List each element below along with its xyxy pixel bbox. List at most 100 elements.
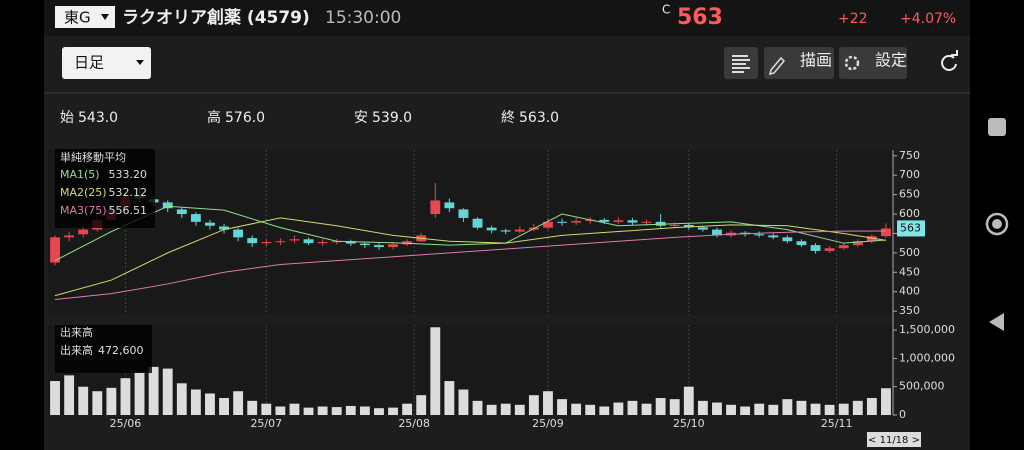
stock-name: ラクオリア創薬 (4579) — [122, 7, 310, 28]
candle-body — [303, 239, 314, 244]
volume-bar — [233, 391, 244, 415]
ma-line — [54, 217, 887, 297]
volume-bar — [866, 398, 877, 415]
price-prefix: C — [662, 3, 670, 17]
chart: 25/06 25/07 25/08 25/09 25/10 25/11 350 400 450 5… — [48, 149, 955, 430]
period-select[interactable] — [62, 47, 151, 79]
settings-button[interactable] — [839, 47, 907, 79]
volume-bar — [148, 366, 159, 415]
candle-body — [782, 237, 793, 242]
header-bar — [44, 0, 970, 36]
volume-bar — [514, 404, 525, 415]
last-price-tag — [897, 220, 925, 237]
y-tick-label: 600 — [899, 207, 920, 220]
candle-body — [472, 218, 483, 228]
candle-body — [669, 224, 680, 226]
ohlc-label: 終 — [501, 110, 515, 126]
volume-bar — [782, 399, 793, 415]
candle-body — [627, 220, 638, 223]
y-tick-label: 500,000 — [899, 380, 945, 393]
volume-bar — [740, 406, 751, 415]
volume-bar — [261, 403, 272, 415]
volume-bar — [444, 381, 455, 415]
legend-title: 単純移動平均 — [60, 150, 126, 164]
candle-body — [458, 209, 469, 218]
volume-bar — [120, 378, 131, 415]
volume-bar — [599, 406, 610, 415]
volume-bar — [331, 407, 342, 415]
volume-bar — [176, 383, 187, 415]
layout-icon — [732, 55, 750, 73]
volume-bar — [416, 395, 427, 415]
volume-bar — [458, 389, 469, 415]
volume-bar — [697, 400, 708, 415]
volume-bar — [190, 389, 201, 415]
candle-body — [205, 222, 215, 226]
volume-bar — [796, 400, 807, 415]
gear-icon — [844, 55, 860, 71]
x-tick-label: 25/06 — [110, 417, 142, 430]
date-badge[interactable] — [867, 432, 921, 447]
volume-bar — [528, 395, 539, 415]
volume-latest: 472,600 — [98, 344, 144, 357]
candle-body — [796, 241, 807, 246]
legend-name: MA1(5) — [60, 168, 100, 181]
candle-body — [557, 221, 567, 223]
refresh-arrow — [951, 50, 958, 56]
candle-body — [866, 236, 877, 242]
change: +22 — [838, 11, 868, 27]
volume-bar — [303, 407, 314, 415]
y-tick-label: 750 — [899, 149, 920, 162]
legend-value: 556.51 — [109, 204, 148, 217]
candle-body — [162, 202, 173, 209]
volume-label: 出来高 — [60, 343, 93, 357]
x-tick-label: 25/10 — [673, 417, 705, 430]
candle-body — [712, 229, 722, 236]
y-tick-label: 0 — [899, 408, 906, 421]
volume-bar — [683, 386, 694, 415]
candle-body — [64, 235, 75, 238]
ohlc-value: 563.0 — [519, 110, 559, 126]
candle-body — [641, 221, 652, 223]
volume-title: 出来高 — [60, 325, 93, 339]
settings-label: 設定 — [875, 51, 907, 70]
volume-bar — [557, 399, 567, 415]
volume-bar — [78, 386, 89, 415]
candle-body — [824, 248, 835, 251]
nav-home[interactable] — [985, 212, 1009, 236]
candle-body — [430, 200, 441, 215]
volume-bar — [613, 402, 624, 415]
ohlc-label: 安 — [354, 110, 368, 126]
legend-box — [55, 325, 152, 373]
volume-bar — [627, 400, 638, 415]
price: 563 — [677, 5, 723, 30]
candle-body — [543, 221, 553, 228]
price-panel — [48, 150, 893, 315]
candle-body — [176, 209, 187, 215]
candle-body — [697, 227, 708, 230]
candle-body — [359, 243, 370, 246]
market-select[interactable] — [55, 6, 115, 28]
x-tick-label: 25/11 — [821, 417, 853, 430]
nav-recent[interactable] — [988, 118, 1006, 136]
legend-name: MA3(75) — [60, 204, 107, 217]
ma-line — [54, 230, 886, 300]
legend-name: MA2(25) — [60, 186, 107, 199]
draw-label: 描画 — [800, 51, 832, 70]
last-price: 563 — [900, 221, 921, 234]
candle-body — [810, 245, 821, 251]
refresh-icon[interactable] — [941, 55, 957, 71]
volume-bar — [219, 398, 229, 415]
candle-body — [444, 202, 455, 209]
volume-bar — [669, 399, 680, 415]
ohlc-value: 539.0 — [372, 110, 412, 126]
draw-button[interactable] — [764, 47, 834, 79]
nav-back[interactable] — [989, 313, 1004, 331]
nav-home-dot — [992, 219, 1002, 229]
candle-body — [852, 241, 863, 246]
candle-body — [599, 219, 610, 222]
volume-bar — [655, 398, 666, 415]
volume-bar — [402, 403, 413, 415]
volume-bar — [472, 400, 483, 415]
change-pct: +4.07% — [900, 11, 956, 27]
